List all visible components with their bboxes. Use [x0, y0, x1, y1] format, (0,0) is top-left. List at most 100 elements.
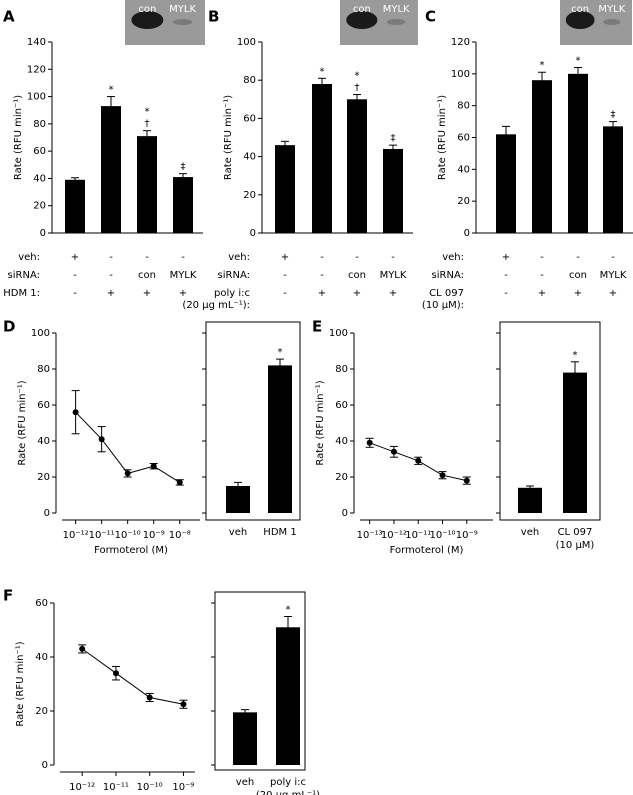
condition-label: HDM 1: — [3, 288, 40, 299]
x-axis-label: Formoterol (M) — [94, 545, 168, 556]
condition-label: siRNA: — [218, 270, 250, 281]
blot-label: MYLK — [169, 4, 196, 15]
condition-cell: + — [143, 288, 151, 299]
y-tick-label: 40 — [243, 152, 256, 163]
condition-cell: - — [391, 252, 395, 263]
condition-cell: MYLK — [380, 270, 407, 281]
blot-label: con — [571, 4, 589, 15]
x-tick-label: 10⁻¹⁰ — [429, 530, 455, 541]
condition-cell: + — [574, 288, 582, 299]
y-tick-label: 0 — [250, 228, 256, 239]
panel-letter: D — [3, 318, 15, 336]
blot-band — [346, 11, 378, 29]
panel-letter: E — [312, 318, 322, 336]
y-tick-label: 0 — [342, 508, 348, 519]
bar — [383, 148, 403, 233]
bar — [233, 712, 257, 765]
data-point — [79, 645, 86, 652]
condition-cell: + — [179, 288, 187, 299]
y-tick-label: 60 — [335, 400, 348, 411]
x-tick-label: 10⁻¹³ — [357, 530, 383, 541]
blot-label: con — [353, 4, 371, 15]
significance-mark: ‡ — [391, 133, 396, 144]
blot-label: con — [138, 4, 156, 15]
condition-label: (10 µM): — [422, 300, 464, 311]
significance-mark: † — [145, 119, 150, 130]
panel-frame — [214, 591, 306, 771]
condition-cell: + — [107, 288, 115, 299]
condition-cell: + — [389, 288, 397, 299]
data-point — [124, 470, 131, 477]
panel-letter: A — [3, 8, 15, 26]
x-tick-label: 10⁻¹¹ — [89, 530, 115, 541]
x-tick-label: CL 097 — [558, 527, 593, 538]
y-tick-label: 80 — [37, 364, 50, 375]
condition-label: veh: — [18, 252, 40, 263]
condition-cell: + — [502, 252, 510, 263]
condition-cell: - — [611, 252, 615, 263]
y-tick-label: 100 — [329, 328, 348, 339]
data-point — [146, 694, 153, 701]
condition-cell: MYLK — [170, 270, 197, 281]
bar — [532, 80, 552, 233]
significance-mark: ‡ — [611, 110, 616, 121]
x-tick-label: 10⁻¹⁰ — [137, 782, 163, 793]
y-tick-label: 100 — [237, 37, 256, 48]
x-tick-label: veh — [229, 527, 247, 538]
data-point — [72, 409, 79, 416]
x-tick-label: poly i:c — [270, 777, 306, 788]
data-point — [390, 448, 397, 455]
data-point — [415, 457, 422, 464]
y-tick-label: 20 — [243, 190, 256, 201]
significance-mark: * — [573, 350, 578, 361]
y-tick-label: 0 — [464, 228, 470, 239]
x-tick-label: 10⁻¹¹ — [103, 782, 129, 793]
blot-label: MYLK — [383, 4, 410, 15]
panel-letter: C — [425, 8, 436, 26]
condition-cell: + — [71, 252, 79, 263]
condition-cell: - — [355, 252, 359, 263]
y-axis-label: Rate (RFU min⁻¹) — [437, 95, 448, 180]
panel-frame — [499, 321, 601, 521]
data-point — [176, 479, 183, 486]
y-tick-label: 20 — [457, 196, 470, 207]
x-tick-label: 10⁻⁹ — [172, 782, 194, 793]
y-tick-label: 40 — [37, 436, 50, 447]
bar — [563, 372, 587, 513]
significance-mark: * — [576, 55, 581, 66]
y-tick-label: 20 — [37, 472, 50, 483]
x-tick-label: veh — [521, 527, 539, 538]
condition-cell: + — [281, 252, 289, 263]
condition-label: veh: — [228, 252, 250, 263]
x-tick-label: 10⁻¹⁰ — [115, 530, 141, 541]
significance-mark: * — [355, 71, 360, 82]
significance-mark: * — [320, 66, 325, 77]
y-tick-label: 40 — [35, 652, 48, 663]
condition-cell: con — [138, 270, 156, 281]
y-tick-label: 20 — [33, 201, 46, 212]
significance-mark: * — [109, 85, 114, 96]
bar — [173, 177, 193, 233]
condition-label: siRNA: — [8, 270, 40, 281]
condition-cell: - — [283, 270, 287, 281]
y-tick-label: 80 — [335, 364, 348, 375]
panel-frame — [205, 321, 301, 521]
condition-label: CL 097 — [429, 288, 464, 299]
data-point — [366, 439, 373, 446]
x-tick-label: (10 µM) — [556, 540, 595, 551]
y-tick-label: 20 — [35, 706, 48, 717]
y-tick-label: 80 — [243, 75, 256, 86]
bar — [275, 145, 295, 233]
bar — [226, 486, 250, 513]
bar — [518, 487, 542, 513]
bar — [347, 99, 367, 233]
bar — [276, 627, 300, 765]
y-tick-label: 40 — [33, 173, 46, 184]
y-tick-label: 100 — [31, 328, 50, 339]
condition-cell: - — [504, 270, 508, 281]
x-tick-label: 10⁻¹² — [381, 530, 407, 541]
data-point — [112, 670, 119, 677]
y-axis-label: Rate (RFU min⁻¹) — [13, 95, 24, 180]
y-tick-label: 60 — [33, 146, 46, 157]
condition-cell: - — [283, 288, 287, 299]
